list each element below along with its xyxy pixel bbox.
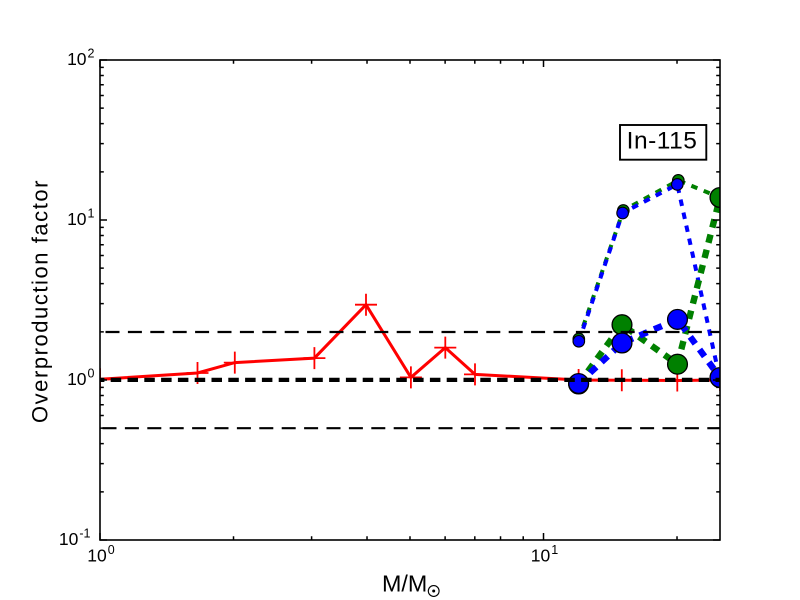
svg-text:M/M: M/M bbox=[382, 571, 427, 597]
svg-text:In-115: In-115 bbox=[627, 128, 698, 155]
svg-text:Overproduction factor: Overproduction factor bbox=[28, 179, 53, 423]
